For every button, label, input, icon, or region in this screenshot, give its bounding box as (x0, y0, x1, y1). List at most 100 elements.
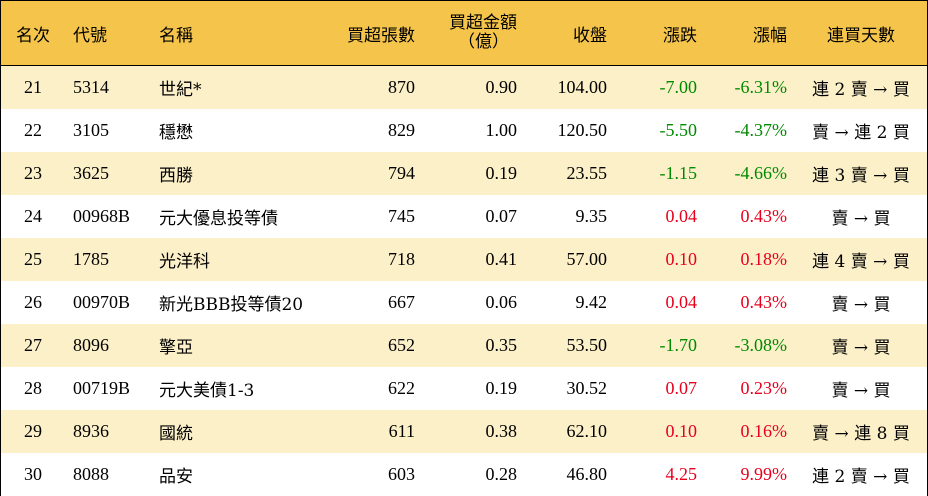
rank-cell: 25 (24, 249, 42, 269)
header-close[interactable]: 收盤 (573, 25, 607, 46)
days-cell: 連 3 賣 → 買 (812, 166, 910, 186)
days-cell: 賣 → 買 (831, 381, 891, 401)
pct-cell: -4.66% (734, 163, 788, 183)
code-cell[interactable]: 5314 (73, 77, 109, 97)
pct-cell: 0.23% (740, 378, 788, 398)
days-cell: 連 2 賣 → 買 (812, 467, 910, 487)
table-row[interactable]: 29 8936 國統 611 0.38 62.10 0.10 0.16% 賣 → 連 8 買 (1, 410, 927, 453)
pct-cell: -4.37% (734, 120, 788, 140)
table-row[interactable]: 23 3625 西勝 794 0.19 23.55 -1.15 -4.66% 連 3 賣 → 買 (1, 152, 927, 195)
pct-cell: 0.43% (740, 206, 788, 226)
pct-cell: 9.99% (740, 464, 788, 484)
change-cell: -1.15 (659, 163, 698, 183)
days-cell: 連 2 賣 → 買 (812, 80, 910, 100)
table-body: 21 5314 世紀* 870 0.90 104.00 -7.00 -6.31% 連 2 賣 →… (1, 66, 927, 496)
close-cell: 57.00 (566, 249, 608, 269)
table-row[interactable]: 27 8096 擎亞 652 0.35 53.50 -1.70 -3.08% 賣 → 買 (1, 324, 927, 367)
change-cell: 0.10 (665, 421, 698, 441)
name-cell[interactable]: 穩懋 (159, 123, 193, 143)
days-cell: 賣 → 連 2 買 (812, 123, 910, 143)
rank-cell: 21 (24, 77, 42, 97)
amount-cell: 0.07 (485, 206, 518, 226)
rank-cell: 30 (24, 464, 42, 484)
code-cell[interactable]: 3105 (73, 120, 109, 140)
rank-cell: 24 (24, 206, 42, 226)
close-cell: 46.80 (566, 464, 608, 484)
code-cell[interactable]: 8088 (73, 464, 109, 484)
close-cell: 9.35 (575, 206, 608, 226)
volume-cell: 745 (388, 206, 415, 226)
days-cell: 賣 → 買 (831, 295, 891, 315)
volume-cell: 794 (388, 163, 415, 183)
code-cell[interactable]: 00968B (73, 206, 131, 226)
header-code[interactable]: 代號 (73, 25, 107, 46)
volume-cell: 829 (388, 120, 415, 140)
table-row[interactable]: 22 3105 穩懋 829 1.00 120.50 -5.50 -4.37% 賣 → 連 2 … (1, 109, 927, 152)
close-cell: 62.10 (566, 421, 608, 441)
header-rank[interactable]: 名次 (16, 25, 50, 46)
volume-cell: 667 (388, 292, 415, 312)
header-amount-unit: （億） (458, 32, 509, 52)
days-cell: 連 4 賣 → 買 (812, 252, 910, 272)
header-pct[interactable]: 漲幅 (753, 25, 787, 46)
code-cell[interactable]: 1785 (73, 249, 109, 269)
volume-cell: 652 (388, 335, 415, 355)
table-row[interactable]: 26 00970B 新光BBB投等債20 667 0.06 9.42 0.04 0.43% 賣 … (1, 281, 927, 324)
volume-cell: 870 (388, 77, 415, 97)
name-cell[interactable]: 新光BBB投等債20 (159, 295, 304, 315)
amount-cell: 0.35 (485, 335, 518, 355)
volume-cell: 611 (388, 421, 415, 441)
volume-cell: 622 (388, 378, 415, 398)
close-cell: 104.00 (557, 77, 608, 97)
close-cell: 9.42 (575, 292, 608, 312)
table-row[interactable]: 30 8088 品安 603 0.28 46.80 4.25 9.99% 連 2 賣 → 買 (1, 453, 927, 496)
change-cell: -7.00 (659, 77, 698, 97)
header-days[interactable]: 連買天數 (827, 25, 895, 46)
code-cell[interactable]: 00970B (73, 292, 131, 312)
name-cell[interactable]: 擎亞 (159, 338, 193, 358)
amount-cell: 0.90 (485, 77, 518, 97)
table-row[interactable]: 28 00719B 元大美債1-3 622 0.19 30.52 0.07 0.23% 賣 → … (1, 367, 927, 410)
volume-cell: 718 (388, 249, 415, 269)
header-name[interactable]: 名稱 (159, 25, 193, 46)
table-row[interactable]: 24 00968B 元大優息投等債 745 0.07 9.35 0.04 0.43% 賣 → 買 (1, 195, 927, 238)
header-volume[interactable]: 買超張數 (347, 25, 415, 46)
table-header: 名次 代號 名稱 買超張數 買超金額 （億） 收盤 漲跌 漲幅 連買天數 (1, 1, 927, 66)
rank-cell: 22 (24, 120, 42, 140)
name-cell[interactable]: 光洋科 (159, 252, 210, 272)
code-cell[interactable]: 8096 (73, 335, 109, 355)
close-cell: 30.52 (566, 378, 608, 398)
name-cell[interactable]: 國統 (159, 424, 193, 444)
rank-cell: 27 (24, 335, 42, 355)
close-cell: 120.50 (557, 120, 608, 140)
amount-cell: 0.06 (485, 292, 518, 312)
pct-cell: -6.31% (734, 77, 788, 97)
code-cell[interactable]: 00719B (73, 378, 131, 398)
change-cell: -1.70 (659, 335, 698, 355)
code-cell[interactable]: 8936 (73, 421, 109, 441)
rank-cell: 26 (24, 292, 42, 312)
change-cell: 0.04 (665, 206, 698, 226)
amount-cell: 0.41 (485, 249, 518, 269)
volume-cell: 603 (388, 464, 415, 484)
name-cell[interactable]: 品安 (159, 467, 193, 487)
pct-cell: -3.08% (734, 335, 788, 355)
code-cell[interactable]: 3625 (73, 163, 109, 183)
rank-cell: 28 (24, 378, 42, 398)
name-cell[interactable]: 元大美債1-3 (159, 381, 255, 401)
change-cell: 0.07 (665, 378, 698, 398)
name-cell[interactable]: 西勝 (159, 166, 193, 186)
rank-cell: 29 (24, 421, 42, 441)
header-amount[interactable]: 買超金額 （億） (417, 1, 517, 65)
amount-cell: 0.19 (485, 163, 518, 183)
close-cell: 23.55 (566, 163, 608, 183)
change-cell: 0.10 (665, 249, 698, 269)
table-row[interactable]: 21 5314 世紀* 870 0.90 104.00 -7.00 -6.31% 連 2 賣 →… (1, 66, 927, 109)
amount-cell: 0.38 (485, 421, 518, 441)
table-row[interactable]: 25 1785 光洋科 718 0.41 57.00 0.10 0.18% 連 4 賣 → 買 (1, 238, 927, 281)
header-change[interactable]: 漲跌 (663, 25, 697, 46)
name-cell[interactable]: 元大優息投等債 (159, 209, 278, 229)
amount-cell: 1.00 (485, 120, 518, 140)
name-cell[interactable]: 世紀* (159, 80, 202, 100)
